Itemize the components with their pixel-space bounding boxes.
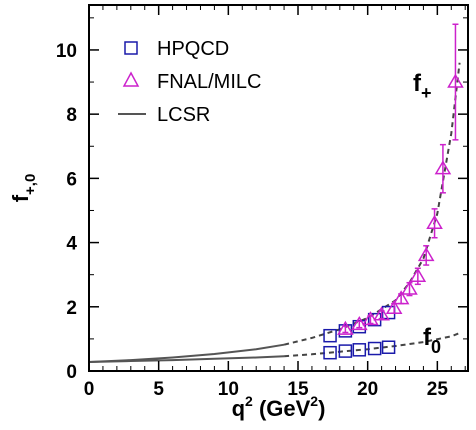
fnal-point-7 — [409, 267, 427, 282]
extrapolation-curve-0 — [283, 62, 461, 346]
hpqcd-point-5 — [352, 343, 367, 357]
fnal-point-4 — [385, 299, 403, 315]
hpqcd-point-1 — [323, 345, 337, 360]
curve-label-f-plus: f+ — [413, 70, 432, 103]
x-axis-label-main: q — [232, 396, 245, 421]
axis-ticks — [88, 5, 468, 372]
legend-square-marker — [124, 41, 138, 55]
x-tick-label-3: 15 — [287, 379, 309, 400]
fnal-point-8 — [417, 246, 435, 262]
y-axis-label: f+,0 — [8, 174, 39, 203]
data-layer — [88, 23, 464, 363]
legend-label-2: LCSR — [157, 104, 210, 126]
fnal-point-5 — [392, 290, 410, 305]
y-tick-label-1: 2 — [66, 298, 77, 319]
y-axis-label-main: f — [8, 194, 33, 202]
hpqcd-point-9 — [381, 340, 396, 354]
x-axis-label-unit-sup: 2 — [310, 393, 318, 409]
curve-label-f-zero-sub: 0 — [431, 337, 441, 357]
curve-label-f-zero: f0 — [423, 324, 441, 357]
extrapolation-curve-1 — [284, 332, 460, 358]
y-tick-label-4: 8 — [66, 105, 77, 126]
plot-frame — [88, 4, 469, 372]
x-tick-label-5: 25 — [427, 379, 449, 400]
legend: HPQCD FNAL/MILC LCSR — [118, 38, 261, 126]
y-tick-label-2: 4 — [66, 234, 77, 255]
y-axis-label-sub: +,0 — [22, 174, 39, 195]
hpqcd-point-3 — [338, 344, 353, 358]
legend-label-1: FNAL/MILC — [157, 71, 261, 93]
curve-label-f-plus-main: f — [413, 70, 422, 97]
fnal-point-10 — [434, 160, 452, 175]
x-axis-label-sup: 2 — [245, 393, 253, 409]
legend-label-0: HPQCD — [157, 38, 229, 60]
fnal-point-0 — [337, 320, 354, 335]
fnal-point-9 — [426, 214, 443, 229]
x-axis-label-close: ) — [318, 396, 325, 421]
fnal-point-3 — [373, 306, 390, 321]
hpqcd-point-7 — [367, 341, 382, 356]
y-tick-label-5: 10 — [56, 41, 77, 62]
x-tick-label-0: 0 — [84, 379, 95, 400]
legend-triangle-marker — [122, 71, 140, 87]
y-tick-label-3: 6 — [66, 169, 77, 190]
fnal-point-11 — [447, 73, 464, 88]
x-tick-label-2: 10 — [218, 379, 239, 400]
x-axis-label-unit: (GeV — [253, 396, 311, 421]
fnal-point-6 — [401, 280, 418, 295]
fnal-point-1 — [351, 315, 368, 331]
x-axis-label: q2 (GeV2) — [232, 393, 326, 421]
fnal-point-2 — [362, 311, 379, 326]
curve-label-f-zero-main: f — [423, 324, 432, 351]
curve-label-f-plus-sub: + — [421, 83, 432, 103]
y-tick-label-0: 0 — [66, 362, 77, 383]
lcsr-curve-1 — [88, 355, 285, 363]
x-tick-label-4: 20 — [357, 379, 378, 400]
hpqcd-point-0 — [323, 328, 337, 343]
x-tick-label-1: 5 — [153, 379, 164, 400]
hpqcd-point-2 — [338, 324, 353, 338]
